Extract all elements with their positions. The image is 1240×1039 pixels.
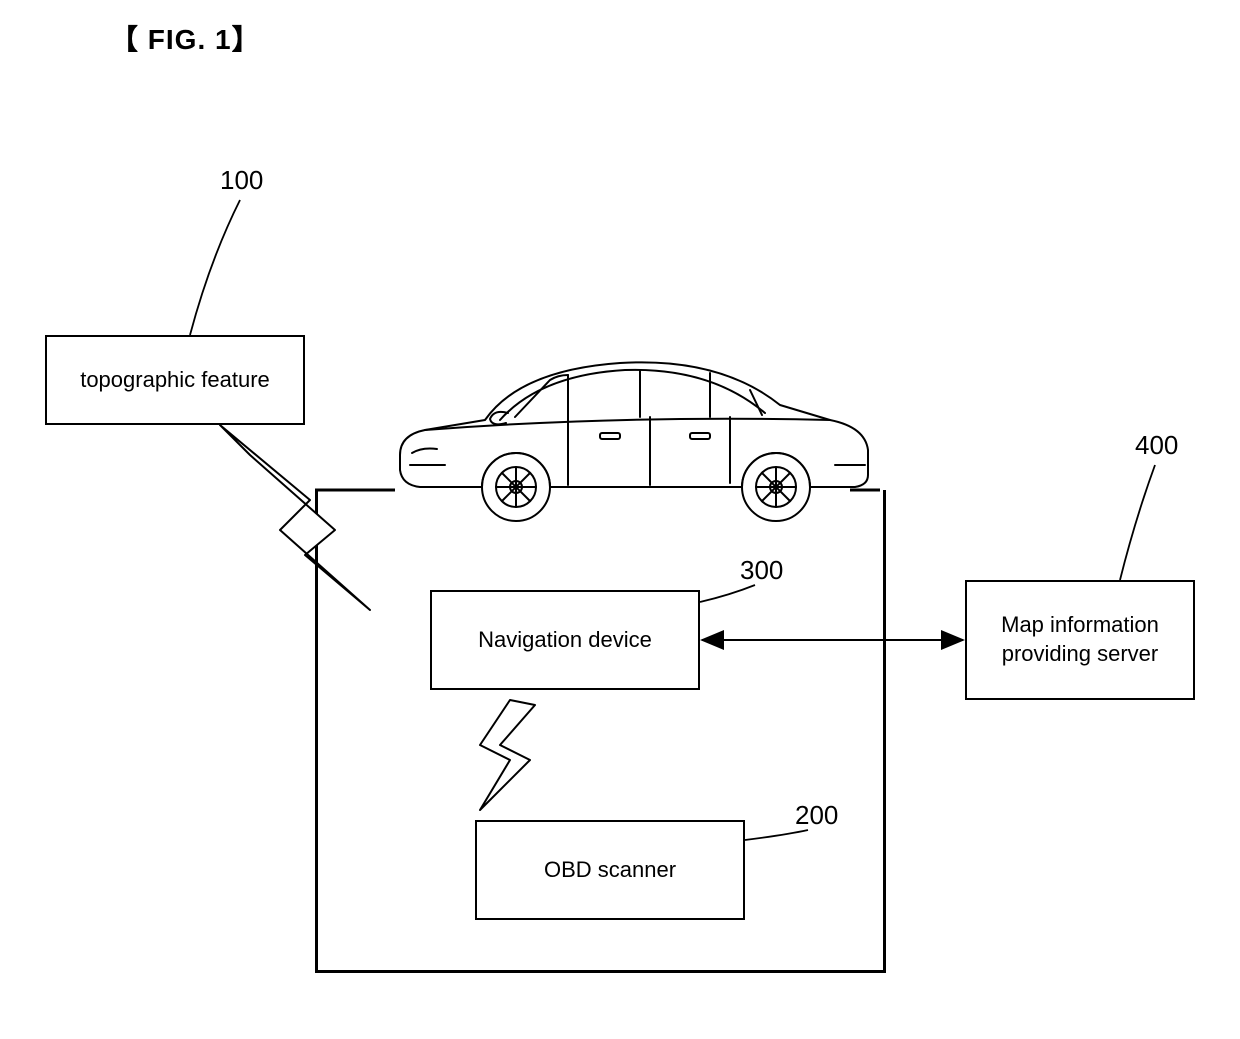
obd-scanner-box: OBD scanner [475,820,745,920]
server-box: Map information providing server [965,580,1195,700]
navigation-device-box: Navigation device [430,590,700,690]
diagram-canvas: 【 FIG. 1】 topographic feature 100 Naviga… [0,0,1240,1039]
topographic-feature-label: topographic feature [80,366,270,395]
figure-title: 【 FIG. 1】 [110,18,261,58]
obd-scanner-label: OBD scanner [544,856,676,885]
ref-400: 400 [1135,430,1178,461]
server-label: Map information providing server [1001,611,1159,668]
ref-300: 300 [740,555,783,586]
leader-400 [1120,465,1155,580]
ref-200: 200 [795,800,838,831]
topographic-feature-box: topographic feature [45,335,305,425]
ref-100: 100 [220,165,263,196]
navigation-device-label: Navigation device [478,626,652,655]
leader-100 [190,200,240,335]
